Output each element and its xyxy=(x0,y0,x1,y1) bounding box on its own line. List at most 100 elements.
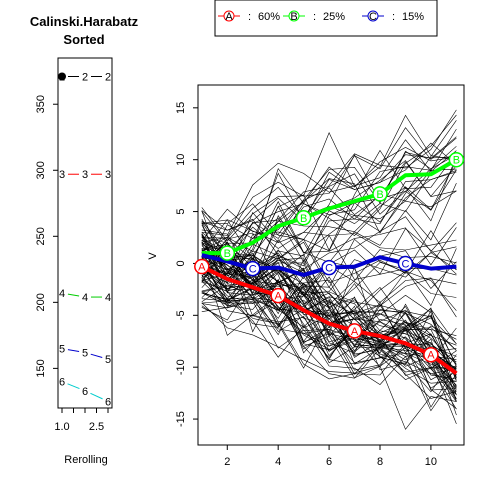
right-x-tick-label: 10 xyxy=(425,456,437,468)
background-trajectory xyxy=(201,305,457,408)
left-y-tick-label: 200 xyxy=(35,293,47,311)
right-y-tick-label: 0 xyxy=(175,260,187,266)
background-trajectory xyxy=(201,109,457,244)
series-marker-A xyxy=(194,258,210,275)
legend-colon: : xyxy=(313,11,316,23)
series-marker-C xyxy=(244,260,261,277)
left-series-point-label: 5 xyxy=(105,354,111,366)
background-trajectory xyxy=(201,168,457,280)
background-trajectory xyxy=(201,127,457,252)
right-x-tick-label: 6 xyxy=(326,456,332,468)
left-series-point-label: 2 xyxy=(82,71,88,83)
left-y-tick-label: 300 xyxy=(35,161,47,179)
left-series-point-label: 5 xyxy=(82,348,88,360)
series-marker-B xyxy=(372,186,388,202)
background-trajectory xyxy=(201,302,457,430)
background-trajectory xyxy=(201,250,457,382)
left-series-segment xyxy=(67,383,80,390)
left-x-tick-label: 1.0 xyxy=(54,421,69,433)
legend-text: 60% xyxy=(258,11,280,23)
right-chart: -15 -10 -5 0 5 10 15 2 4 6 8 10 A A A A B B B B C C C xyxy=(175,102,465,468)
background-trajectory xyxy=(201,292,457,412)
left-y-tick-label: 250 xyxy=(35,227,47,245)
series-marker-A xyxy=(270,287,286,304)
series-marker-label-A: A xyxy=(351,326,359,338)
left-series-point-label: 4 xyxy=(105,292,111,304)
left-series-segment xyxy=(90,392,103,400)
left-series-point-label: 4 xyxy=(82,292,88,304)
legend-letter: C xyxy=(369,11,377,23)
left-series-point-label: 6 xyxy=(59,377,65,389)
right-x-tick-label: 2 xyxy=(224,456,230,468)
series-marker-label-A: A xyxy=(275,291,283,303)
left-chart-title: Calinski.Harabatz xyxy=(30,14,139,29)
right-x-tick-label: 8 xyxy=(377,456,383,468)
right-y-tick-label: 10 xyxy=(175,154,187,166)
background-trajectory xyxy=(201,210,457,270)
background-trajectory xyxy=(201,249,457,306)
left-chart-subtitle: Sorted xyxy=(63,32,104,47)
left-series-point-label: 3 xyxy=(105,169,111,181)
legend-colon: : xyxy=(392,11,395,23)
background-trajectory xyxy=(201,266,457,373)
left-series-segment xyxy=(67,293,80,297)
background-trajectory xyxy=(201,252,457,400)
legend-box xyxy=(214,0,438,37)
series-marker-label-B: B xyxy=(224,248,231,260)
series-marker-label-C: C xyxy=(325,263,333,275)
series-line-A xyxy=(200,264,458,376)
background-trajectory xyxy=(201,269,457,354)
series-marker-B xyxy=(448,151,465,168)
series-marker-label-C: C xyxy=(249,264,257,276)
background-trajectory xyxy=(201,147,457,282)
background-trajectory xyxy=(201,260,457,376)
series-marker-label-B: B xyxy=(453,155,460,167)
left-y-tick-label: 350 xyxy=(35,95,47,113)
background-trajectory xyxy=(201,256,457,399)
background-trajectory xyxy=(201,171,457,276)
right-y-tick-label: 5 xyxy=(175,209,187,215)
series-marker-C xyxy=(397,255,414,272)
left-series-segment xyxy=(90,353,103,358)
series-marker-label-A: A xyxy=(427,350,435,362)
series-marker-C xyxy=(321,259,337,276)
background-trajectory xyxy=(201,291,457,399)
legend-letter: A xyxy=(225,11,233,23)
left-series-point-label: 6 xyxy=(105,396,111,408)
series-marker-B xyxy=(219,245,236,261)
background-trajectory xyxy=(201,234,457,393)
background-trajectory xyxy=(201,160,457,284)
legend-colon: : xyxy=(248,11,251,23)
series-marker-B xyxy=(295,210,312,226)
background-trajectory xyxy=(201,154,457,239)
left-series-segment xyxy=(67,349,80,353)
background-trajectory xyxy=(201,279,457,387)
left-series-point-label: 3 xyxy=(59,169,65,181)
series-line-B xyxy=(201,157,458,256)
series-marker-label-C: C xyxy=(401,258,409,270)
left-best-point-dot xyxy=(58,72,66,81)
left-y-tick-label: 150 xyxy=(35,359,47,377)
left-series-point-label: 6 xyxy=(82,386,88,398)
background-trajectory xyxy=(201,287,457,425)
left-series-point-label: 4 xyxy=(59,288,65,300)
left-series-point-label: 2 xyxy=(105,71,111,83)
legend-marker xyxy=(367,10,379,22)
right-x-tick-label: 4 xyxy=(275,456,281,468)
left-x-tick-label: 2.5 xyxy=(89,421,104,433)
legend: A:60% B:25% C:15% xyxy=(218,10,424,23)
right-y-tick-label: -5 xyxy=(175,310,187,320)
background-trajectory xyxy=(201,139,457,236)
right-y-tick-label: -10 xyxy=(175,359,187,375)
right-y-axis-label: V xyxy=(147,252,159,260)
background-trajectory xyxy=(201,271,457,375)
left-x-axis-label: Rerolling xyxy=(64,454,107,466)
legend-marker xyxy=(223,10,235,22)
background-trajectory xyxy=(201,154,457,256)
legend-text: 25% xyxy=(323,11,345,23)
series-marker-label-A: A xyxy=(198,262,206,274)
series-marker-A xyxy=(423,346,439,363)
legend-letter: B xyxy=(290,11,297,23)
